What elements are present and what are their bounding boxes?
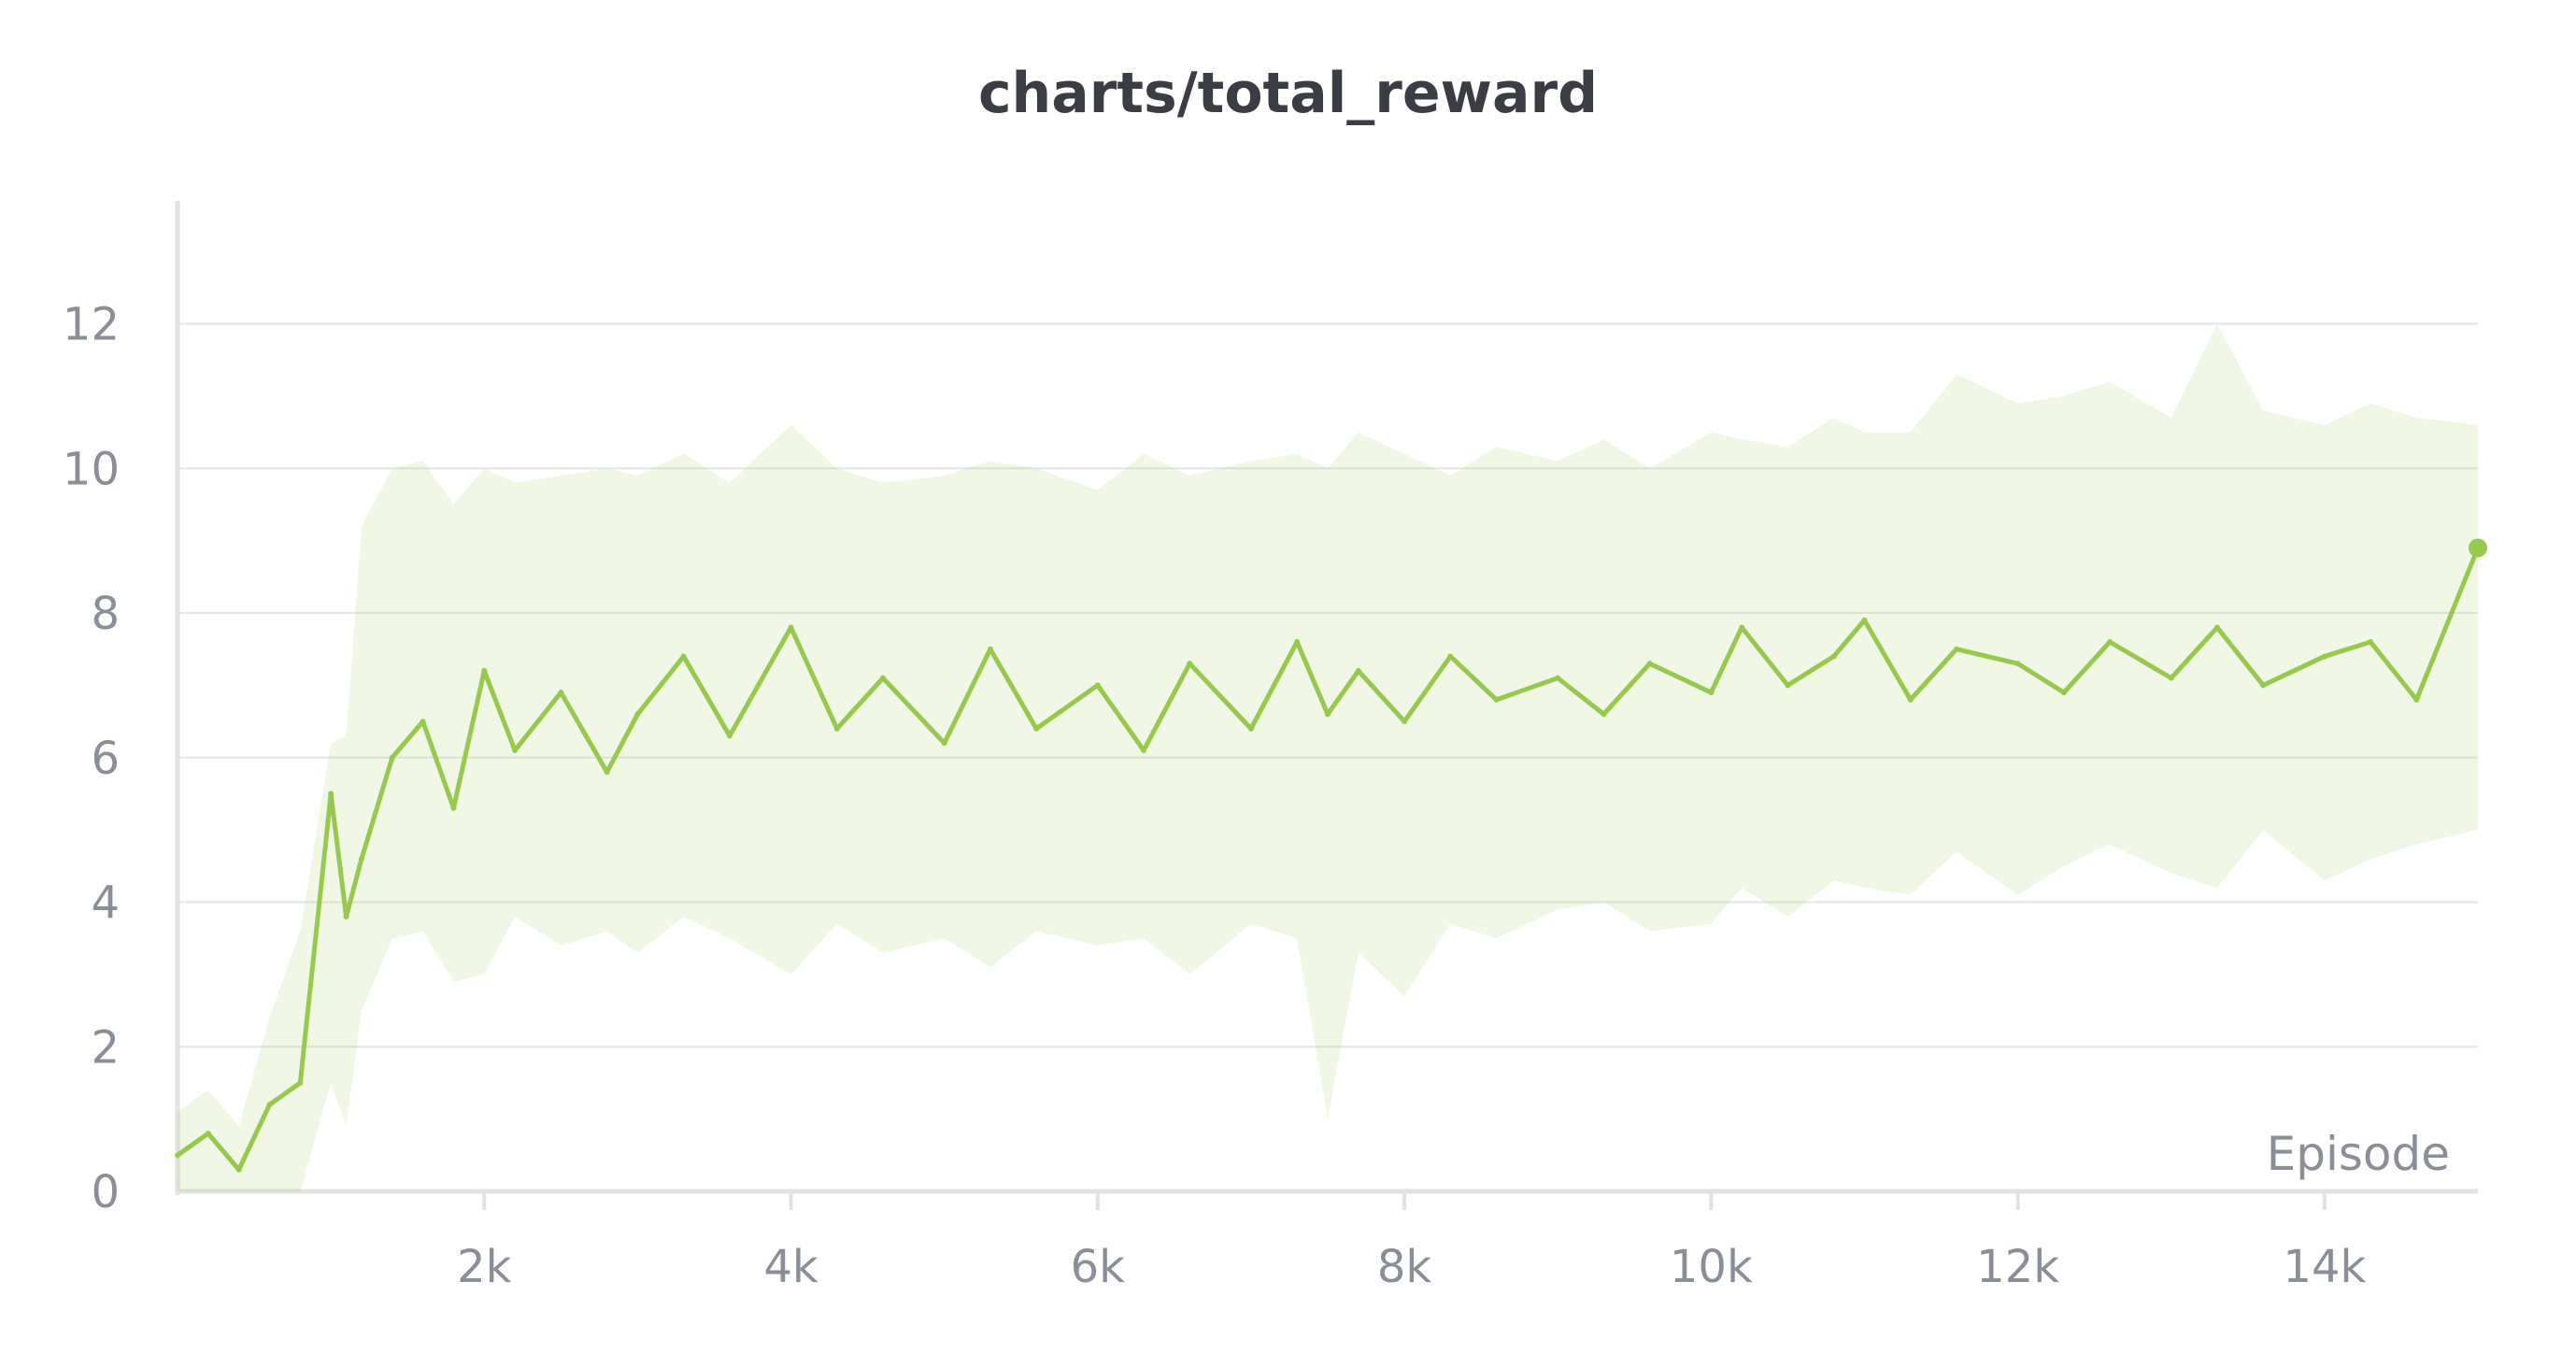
x-tick-label: 14k — [2283, 1241, 2366, 1293]
data-point — [1861, 617, 1868, 623]
data-point — [1402, 719, 1408, 725]
data-point — [2321, 653, 2327, 660]
data-point — [788, 624, 794, 631]
data-point — [2260, 682, 2267, 689]
data-point — [205, 1131, 211, 1137]
data-point — [297, 1079, 304, 1086]
y-tick-label: 2 — [91, 1021, 120, 1074]
data-point — [343, 913, 349, 919]
data-point — [1953, 646, 1959, 652]
variance-band — [178, 323, 2478, 1191]
series-line — [175, 545, 2481, 1173]
data-point — [1247, 725, 1254, 732]
data-point — [1141, 748, 1147, 754]
data-point — [2168, 675, 2174, 681]
series-line-layer — [175, 538, 2487, 1173]
tick-labels: 0 2 4 6 8 10 12 2k 4k 6k 8k 10k 12k 14k — [63, 299, 2367, 1293]
axes — [175, 201, 2478, 1210]
data-point — [1708, 690, 1715, 696]
data-point — [987, 646, 993, 652]
data-point — [1187, 661, 1193, 667]
data-point — [2014, 661, 2021, 667]
data-point — [680, 653, 687, 660]
data-point — [1830, 653, 1837, 660]
data-point — [2413, 696, 2420, 703]
data-point — [1094, 682, 1101, 689]
x-tick-label: 2k — [457, 1241, 512, 1293]
y-tick-label: 8 — [91, 588, 120, 640]
data-point — [450, 805, 457, 811]
grid-lines — [178, 322, 2478, 1048]
data-point — [1601, 711, 1607, 718]
data-point — [1447, 653, 1454, 660]
data-point — [1785, 682, 1791, 689]
data-point — [1646, 661, 1653, 667]
data-point — [2368, 638, 2374, 645]
data-point — [833, 725, 840, 732]
data-point — [1033, 725, 1040, 732]
data-point — [481, 667, 488, 674]
data-point — [941, 740, 947, 747]
y-tick-label: 10 — [63, 443, 120, 495]
data-point — [634, 711, 641, 718]
x-axis-title: Episode — [2267, 1127, 2450, 1181]
data-point — [2107, 638, 2113, 645]
data-point — [2213, 624, 2220, 631]
data-point — [1739, 624, 1745, 631]
x-tick-label: 4k — [763, 1241, 818, 1293]
x-tick-label: 6k — [1071, 1241, 1126, 1293]
data-point — [1325, 711, 1331, 718]
data-point — [328, 790, 334, 797]
data-point — [2060, 690, 2067, 696]
data-point — [880, 675, 887, 681]
data-point — [1907, 696, 1914, 703]
y-tick-label: 4 — [91, 877, 120, 930]
data-point — [512, 748, 519, 754]
data-point — [175, 1152, 180, 1159]
data-point — [604, 769, 610, 776]
data-point — [420, 719, 426, 725]
y-tick-label: 6 — [91, 733, 120, 785]
y-tick-label: 12 — [63, 299, 120, 351]
data-point — [1355, 667, 1361, 674]
data-point — [358, 856, 364, 862]
data-point — [266, 1102, 273, 1108]
data-point — [235, 1166, 242, 1173]
data-point — [558, 690, 564, 696]
x-tick-label: 8k — [1377, 1241, 1432, 1293]
data-point — [1555, 675, 1561, 681]
min-max-band — [178, 323, 2478, 1191]
x-tick-label: 10k — [1670, 1241, 1753, 1293]
chart-title: charts/total_reward — [977, 61, 1599, 126]
y-tick-label: 0 — [91, 1166, 120, 1218]
last-point-marker — [2469, 538, 2487, 558]
data-point — [726, 733, 733, 739]
data-point — [1493, 696, 1500, 703]
x-tick-label: 12k — [1976, 1241, 2059, 1293]
data-point — [389, 754, 395, 761]
data-point — [1294, 638, 1301, 645]
